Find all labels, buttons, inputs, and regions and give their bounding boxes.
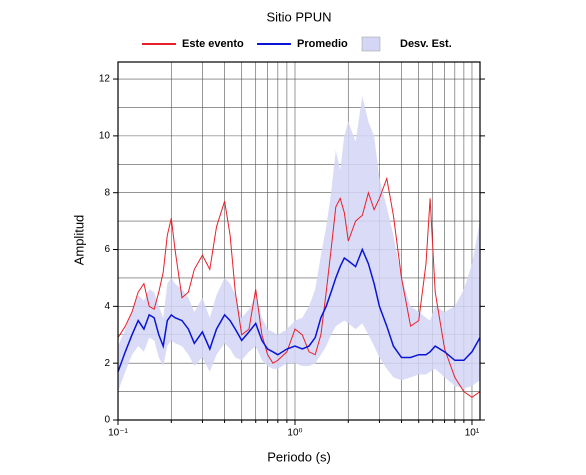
y-tick-label: 6 <box>104 244 110 255</box>
legend-label: Promedio <box>297 38 348 50</box>
y-tick-label: 0 <box>104 415 110 426</box>
y-axis-label: Amplitud <box>71 215 86 266</box>
chart-title: Sitio PPUN <box>266 9 331 24</box>
y-tick-label: 12 <box>99 74 111 85</box>
plot-frame <box>117 61 481 421</box>
y-tick-label: 4 <box>104 301 110 312</box>
std-band <box>118 96 480 392</box>
x-tick-label: 10⁻¹ <box>108 428 128 439</box>
legend-label: Desv. Est. <box>400 38 452 50</box>
y-tick-label: 8 <box>104 187 110 198</box>
series-line <box>117 176 481 398</box>
y-tick-label: 2 <box>104 358 110 369</box>
x-tick-label: 10¹ <box>465 428 480 439</box>
legend-swatch <box>361 36 381 52</box>
legend-label: Este evento <box>182 38 244 50</box>
x-axis-label: Periodo (s) <box>267 449 331 464</box>
y-tick-label: 10 <box>99 131 111 142</box>
x-tick-label: 10⁰ <box>287 428 302 439</box>
series-line <box>117 247 481 372</box>
